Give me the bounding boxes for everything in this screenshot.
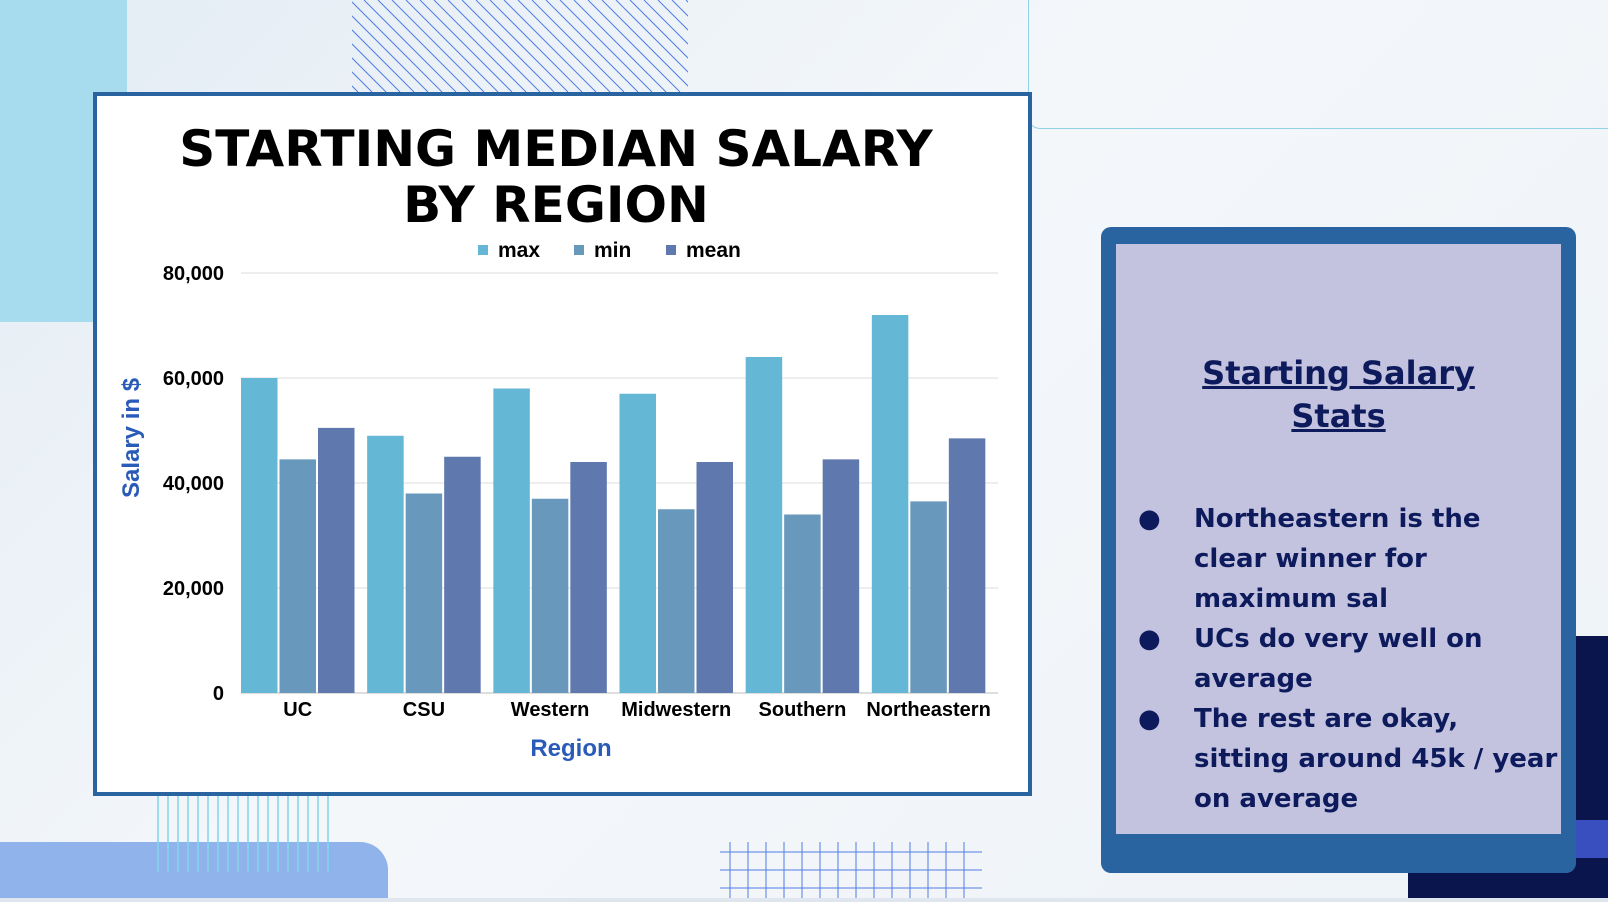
x-axis-title: Region	[530, 735, 611, 762]
bar-min	[784, 514, 821, 693]
decorative-diagonal-stripes	[352, 0, 688, 92]
decorative-line	[405, 0, 499, 92]
x-axis-ticks: UC CSU Western Midwestern Southern Northeaste…	[283, 699, 991, 721]
y-tick-label: 0	[213, 683, 224, 705]
y-tick-label: 20,000	[163, 578, 224, 600]
chart-legend: max min mean	[478, 239, 741, 262]
y-axis-title: Salary in $	[118, 377, 145, 498]
bar-max	[745, 357, 783, 693]
bullet-icon: ●	[1138, 624, 1161, 654]
x-tick-label: Western	[511, 699, 590, 721]
bar-mean	[570, 462, 607, 693]
bar-mean	[444, 456, 481, 693]
decorative-line	[671, 0, 688, 17]
bar-mean	[822, 459, 860, 693]
bar-max	[493, 388, 530, 693]
decorative-block-bottom-left	[0, 842, 388, 902]
decorative-footer-line	[0, 898, 1608, 902]
decorative-line	[629, 0, 688, 59]
bar-min	[910, 501, 947, 693]
bar-mean	[318, 427, 355, 693]
decorative-line	[657, 0, 688, 31]
decorative-corner-line	[1028, 0, 1608, 129]
bar-max	[871, 315, 909, 693]
bar-min	[279, 459, 316, 693]
decorative-line	[419, 0, 513, 92]
chart-bars	[241, 315, 986, 693]
x-tick-label: Southern	[759, 699, 847, 721]
decorative-line	[601, 0, 688, 87]
bar-mean	[696, 462, 733, 693]
legend-swatch-mean	[666, 245, 676, 255]
decorative-line	[363, 0, 457, 92]
bar-chart: STARTING MEDIAN SALARY BY REGION max min m…	[118, 120, 998, 762]
bar-min	[531, 498, 569, 693]
decorative-line	[545, 0, 639, 92]
decorative-line	[391, 0, 485, 92]
bullet-icon: ●	[1138, 704, 1161, 734]
stats-bullet-text: Northeastern is the clear winner for max…	[1194, 504, 1481, 614]
decorative-line	[587, 0, 681, 92]
stats-bullet-text: UCs do very well on average	[1194, 624, 1483, 694]
stats-panel: Starting Salary Stats ● Northeastern is t…	[1101, 227, 1576, 873]
stats-bullet-text: The rest are okay, sitting around 45k / …	[1194, 704, 1558, 814]
decorative-line	[352, 15, 429, 92]
bar-mean	[948, 438, 986, 693]
stats-bullet-item: ● The rest are okay, sitting around 45k /…	[1138, 699, 1558, 819]
decorative-line	[615, 0, 688, 73]
legend-label-min: min	[594, 239, 631, 262]
bar-max	[241, 378, 278, 693]
stats-panel-inner: Starting Salary Stats ● Northeastern is t…	[1116, 244, 1561, 834]
decorative-line	[352, 57, 387, 92]
decorative-line	[475, 0, 569, 92]
stats-title-line-1: Starting Salary	[1202, 354, 1475, 392]
legend-label-mean: mean	[686, 239, 741, 262]
decorative-grid-pattern	[720, 842, 982, 902]
chart-title-line-1: STARTING MEDIAN SALARY	[179, 120, 933, 178]
x-tick-label: UC	[283, 699, 312, 721]
legend-swatch-max	[478, 245, 488, 255]
stats-bullet-item: ● Northeastern is the clear winner for ma…	[1138, 499, 1558, 619]
x-tick-label: CSU	[403, 699, 445, 721]
stats-bullet-list: ● Northeastern is the clear winner for ma…	[1138, 499, 1558, 819]
decorative-line	[461, 0, 555, 92]
decorative-line	[517, 0, 611, 92]
bar-max	[619, 393, 656, 693]
decorative-line	[352, 1, 443, 92]
decorative-line	[352, 29, 415, 92]
y-tick-label: 80,000	[163, 263, 224, 285]
decorative-line	[352, 43, 401, 92]
decorative-line	[489, 0, 583, 92]
bar-max	[367, 435, 404, 693]
stats-title-line-2: Stats	[1291, 397, 1386, 435]
x-tick-label: Midwestern	[621, 699, 731, 721]
y-axis-ticks: 0 20,000 40,000 60,000 80,000	[163, 263, 224, 705]
stats-title: Starting Salary Stats	[1116, 352, 1561, 438]
decorative-line	[531, 0, 625, 92]
decorative-line	[377, 0, 471, 92]
decorative-line	[352, 85, 359, 92]
decorative-line	[643, 0, 688, 45]
chart-title-line-2: BY REGION	[403, 176, 709, 234]
bullet-icon: ●	[1138, 504, 1161, 534]
decorative-line	[573, 0, 667, 92]
decorative-line	[447, 0, 541, 92]
stats-bullet-item: ● UCs do very well on average	[1138, 619, 1558, 699]
y-tick-label: 40,000	[163, 473, 224, 495]
decorative-line	[433, 0, 527, 92]
bar-min	[658, 509, 695, 693]
decorative-vertical-stripes	[157, 796, 329, 872]
y-tick-label: 60,000	[163, 368, 224, 390]
decorative-line	[352, 71, 373, 92]
decorative-line	[559, 0, 653, 92]
legend-label-max: max	[498, 239, 540, 262]
chart-card: STARTING MEDIAN SALARY BY REGION max min m…	[93, 92, 1032, 796]
legend-swatch-min	[574, 245, 584, 255]
bar-min	[405, 493, 443, 693]
decorative-line	[503, 0, 597, 92]
x-tick-label: Northeastern	[866, 699, 990, 721]
